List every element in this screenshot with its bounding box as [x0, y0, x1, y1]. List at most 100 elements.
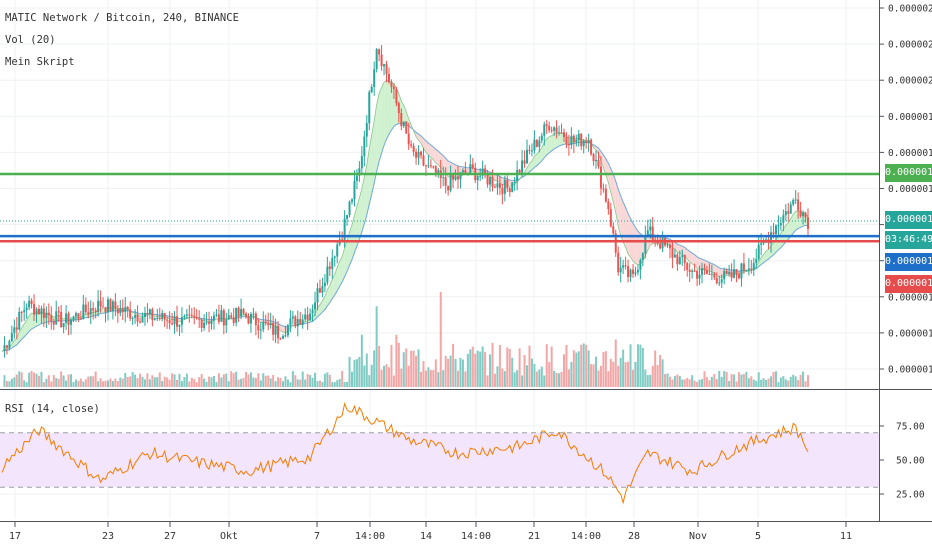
- volume-bar: [720, 376, 723, 387]
- ema-cloud-segment: [793, 211, 796, 234]
- candle-body: [296, 319, 299, 327]
- candle-body: [792, 199, 795, 205]
- candle-body: [217, 314, 220, 322]
- volume-bar: [511, 357, 514, 387]
- volume-bar: [802, 371, 805, 387]
- x-tick-label: 5: [755, 531, 761, 542]
- volume-bar: [461, 359, 464, 387]
- candle-body: [545, 124, 548, 127]
- volume-bar: [383, 365, 386, 387]
- candle-body: [97, 300, 100, 313]
- candle-body: [230, 315, 233, 318]
- ema-cloud-segment: [795, 210, 799, 231]
- volume-bar: [772, 371, 775, 387]
- ema-cloud-segment: [16, 332, 20, 345]
- volume-bar: [124, 372, 127, 387]
- volume-bar: [454, 358, 457, 387]
- candle-body: [37, 308, 40, 315]
- x-tick-label: Okt: [220, 531, 238, 542]
- candle-body: [380, 54, 383, 67]
- candle-body: [395, 88, 398, 104]
- volume-bar: [323, 373, 326, 387]
- volume-bar: [235, 371, 238, 387]
- volume-bar: [47, 375, 50, 387]
- volume-bar: [491, 342, 494, 387]
- candle-body: [528, 149, 531, 151]
- candle-body: [348, 201, 351, 216]
- volume-bar: [673, 376, 676, 387]
- y-tick-label: 0.00000130: [888, 328, 932, 339]
- candle-body: [410, 144, 413, 146]
- ema-cloud-segment: [359, 188, 362, 240]
- volume-bar: [153, 377, 156, 387]
- candle-body: [237, 307, 240, 317]
- horizontal-levels[interactable]: [0, 172, 879, 243]
- volume-bar: [681, 379, 684, 387]
- ema-cloud-segment: [93, 312, 96, 317]
- volume-bar: [407, 365, 410, 387]
- ema-cloud-segment: [416, 132, 419, 141]
- candle-body: [55, 311, 58, 325]
- volume-bar: [37, 375, 40, 387]
- candle-body: [516, 169, 519, 182]
- volume-bar: [5, 381, 8, 387]
- volume-bar: [134, 374, 137, 387]
- volume-bar: [770, 376, 773, 387]
- ema-cloud-segment: [26, 315, 30, 335]
- volume-bar: [424, 370, 427, 387]
- volume-bar: [698, 379, 701, 387]
- candle-body: [23, 310, 26, 312]
- candle-body: [104, 307, 107, 313]
- candle-body: [259, 329, 262, 331]
- ema-cloud-segment: [709, 262, 712, 272]
- volume-bar: [558, 373, 561, 387]
- volume-bar: [794, 376, 797, 387]
- volume-bar: [595, 356, 598, 387]
- volume-bar: [72, 382, 75, 387]
- ema-cloud-segment: [344, 240, 348, 277]
- candle-body: [397, 103, 400, 114]
- volume-bar: [661, 359, 664, 387]
- candle-body: [772, 232, 775, 235]
- candles[interactable]: [3, 45, 809, 358]
- ema-cloud-segment: [531, 156, 535, 170]
- candle-body: [102, 306, 105, 308]
- volume-legend: Vol (20): [5, 34, 56, 46]
- ema-cloud-segment: [384, 80, 387, 146]
- volume-bar: [136, 378, 139, 387]
- y-tick-label: 0.00000210: [888, 40, 932, 51]
- script-legend: Mein Skript: [5, 56, 75, 68]
- ema-cloud-segment: [600, 151, 604, 168]
- volume-bar: [750, 376, 753, 387]
- candle-body: [385, 64, 388, 74]
- volume-bar: [291, 371, 294, 387]
- candle-body: [304, 314, 307, 320]
- volume-bar: [166, 377, 169, 387]
- volume-bar: [23, 380, 26, 387]
- volume-bar: [703, 371, 706, 387]
- ema-cloud-segment: [559, 133, 562, 147]
- candle-body: [461, 170, 464, 173]
- volume-bar: [183, 377, 186, 387]
- volume-bar: [740, 374, 743, 387]
- ema-cloud-segment: [421, 135, 424, 149]
- candle-body: [634, 272, 637, 274]
- volume-bar: [82, 381, 85, 387]
- ema-cloud-segment: [329, 279, 333, 303]
- volume-bar: [723, 371, 726, 387]
- candle-body: [20, 311, 23, 313]
- candle-body: [77, 313, 80, 319]
- candle-body: [203, 322, 206, 328]
- volume-bar: [725, 371, 728, 387]
- y-tick-label: 0.00000180: [888, 148, 932, 159]
- candle-body: [111, 301, 114, 312]
- candle-body: [116, 308, 119, 314]
- volume-bar: [171, 373, 174, 387]
- candle-body: [79, 318, 82, 320]
- x-tick-label: 27: [164, 531, 176, 542]
- candle-body: [375, 49, 378, 70]
- volume-bar: [508, 348, 511, 387]
- ema-cloud-segment: [38, 311, 42, 326]
- volume-bar: [259, 380, 262, 387]
